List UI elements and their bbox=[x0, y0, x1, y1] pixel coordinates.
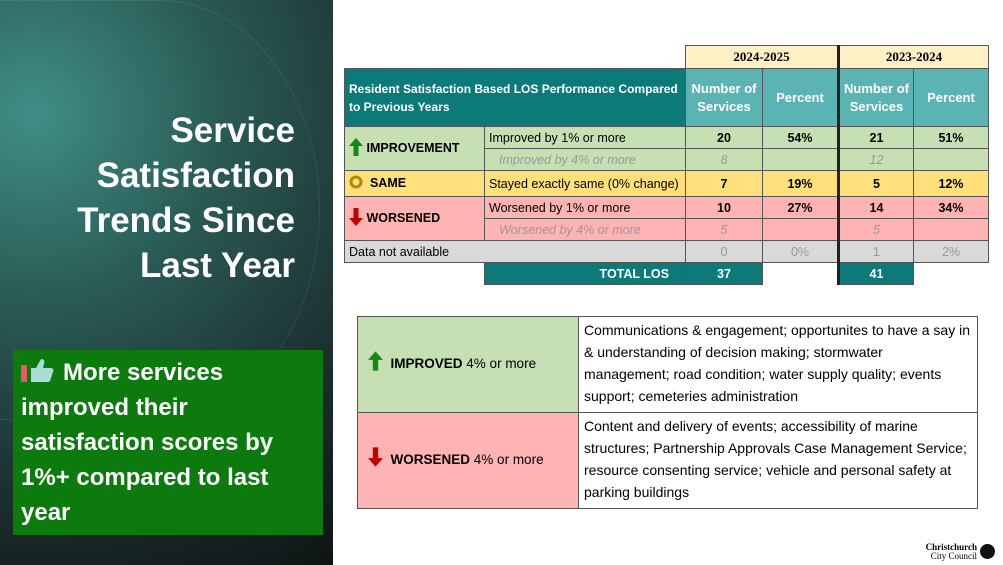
cell: 34% bbox=[913, 196, 989, 219]
callout-text: More services improved their satisfactio… bbox=[21, 359, 274, 526]
col-number: Number of Services bbox=[685, 68, 763, 127]
summary-table: IMPROVED 4% or more Communications & eng… bbox=[357, 316, 978, 509]
total-2024: 37 bbox=[685, 262, 763, 285]
cell: 0 bbox=[685, 240, 763, 263]
arrow-up-icon bbox=[349, 138, 363, 159]
cell: 27% bbox=[762, 196, 839, 219]
table-row: SAME Stayed exactly same (0% change) 7 19… bbox=[344, 170, 989, 197]
row-label: Stayed exactly same (0% change) bbox=[484, 170, 686, 197]
slide-title: Service Satisfaction Trends Since Last Y… bbox=[77, 111, 295, 285]
logo-emblem-icon bbox=[980, 544, 995, 559]
logo-line2: City Council bbox=[930, 551, 977, 561]
cell: 8 bbox=[685, 148, 763, 171]
row-label: Data not available bbox=[344, 240, 686, 263]
improved-label: IMPROVED bbox=[390, 356, 463, 372]
cell: 7 bbox=[685, 170, 763, 197]
row-label: Improved by 4% or more bbox=[484, 148, 686, 171]
col-percent: Percent bbox=[762, 68, 839, 127]
year-2023-2024: 2023-2024 bbox=[837, 45, 989, 69]
row-label: Worsened by 1% or more bbox=[484, 196, 686, 219]
table-row: Data not available 0 0% 1 2% bbox=[344, 240, 989, 263]
cell: 1 bbox=[837, 240, 914, 263]
table-row: Worsened by 4% or more 5 5 bbox=[344, 218, 989, 241]
cell: 14 bbox=[837, 196, 914, 219]
improved-suffix: 4% or more bbox=[466, 356, 537, 372]
worsened-row: WORSENED 4% or more Content and delivery… bbox=[357, 412, 978, 509]
cell: 51% bbox=[913, 126, 989, 149]
logo-line1: Christchurch bbox=[925, 542, 977, 552]
cell: 12 bbox=[837, 148, 914, 171]
arrow-down-icon bbox=[368, 447, 383, 474]
table-row: WORSENED Worsened by 1% or more 10 27% 14 3… bbox=[344, 196, 989, 241]
row-label: Improved by 1% or more bbox=[484, 126, 686, 149]
council-logo: Christchurch City Council bbox=[905, 543, 995, 561]
cell: 5 bbox=[685, 218, 763, 241]
table-row: IMPROVEMENT Improved by 1% or more 20 54%… bbox=[344, 126, 989, 171]
total-label: TOTAL LOS bbox=[484, 262, 686, 285]
cell: 10 bbox=[685, 196, 763, 219]
worsened-services: Content and delivery of events; accessib… bbox=[578, 412, 978, 509]
worsened-label: WORSENED bbox=[390, 452, 471, 468]
callout-box: More services improved their satisfactio… bbox=[13, 350, 323, 535]
category-label: SAME bbox=[369, 175, 407, 190]
thumbs-up-icon bbox=[21, 357, 63, 383]
cell: 21 bbox=[837, 126, 914, 149]
cell: 2% bbox=[913, 240, 989, 263]
arrow-down-icon bbox=[349, 208, 363, 229]
worsened-suffix: 4% or more bbox=[473, 452, 544, 468]
los-performance-table: 2024-2025 2023-2024 Resident Satisfaction… bbox=[344, 45, 989, 285]
improved-row: IMPROVED 4% or more Communications & eng… bbox=[357, 316, 978, 413]
cell: 5 bbox=[837, 218, 914, 241]
cell: 19% bbox=[762, 170, 839, 197]
table-row: Improved by 4% or more 8 12 bbox=[344, 148, 989, 171]
arrow-up-icon bbox=[368, 351, 383, 378]
circle-icon bbox=[349, 175, 363, 192]
year-2024-2025: 2024-2025 bbox=[685, 45, 839, 69]
total-2023: 41 bbox=[837, 262, 914, 285]
category-label: WORSENED bbox=[366, 210, 441, 225]
cell: 0% bbox=[762, 240, 839, 263]
col-number: Number of Services bbox=[837, 68, 914, 127]
table-heading: Resident Satisfaction Based LOS Performa… bbox=[344, 68, 686, 127]
improved-services: Communications & engagement; opportunite… bbox=[578, 316, 978, 413]
cell: 5 bbox=[837, 170, 914, 197]
col-percent: Percent bbox=[913, 68, 989, 127]
cell: 20 bbox=[685, 126, 763, 149]
cell: 12% bbox=[913, 170, 989, 197]
category-label: IMPROVEMENT bbox=[366, 140, 460, 155]
cell: 54% bbox=[762, 126, 839, 149]
total-row: TOTAL LOS 37 41 bbox=[345, 262, 989, 285]
row-label: Worsened by 4% or more bbox=[484, 218, 686, 241]
left-panel: Service Satisfaction Trends Since Last Y… bbox=[0, 0, 333, 565]
